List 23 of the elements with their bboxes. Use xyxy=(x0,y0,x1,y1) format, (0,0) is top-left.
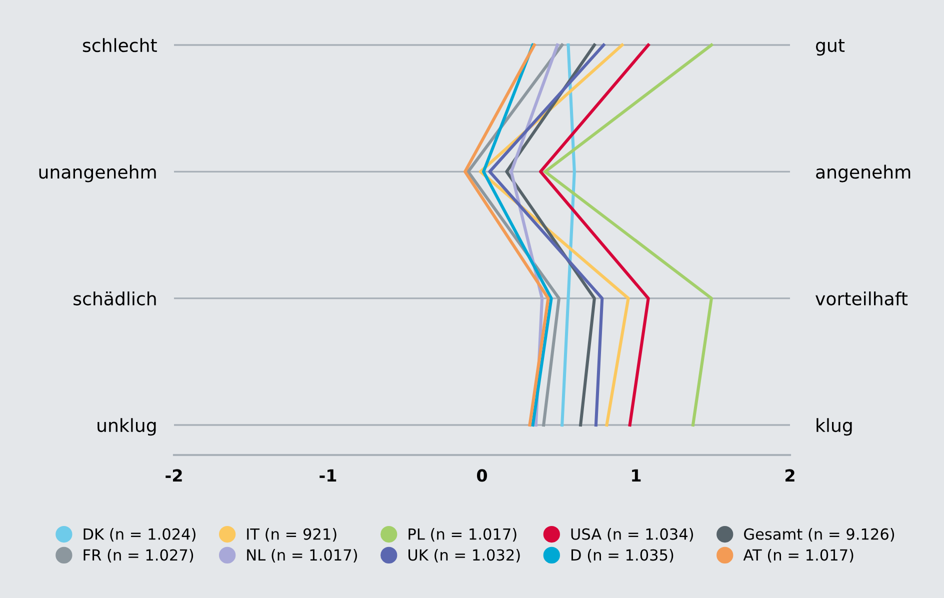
y-tick-label: schädlich xyxy=(74,291,156,306)
x-tick-label: -1 xyxy=(320,469,336,482)
y-tick-label: schlecht xyxy=(82,38,157,52)
legend-label: PL (n = 1.017) xyxy=(408,528,516,542)
legend-label: FR (n = 1.027) xyxy=(84,548,194,563)
y2-tick-label: gut xyxy=(816,39,845,56)
legend-label: IT (n = 921) xyxy=(247,528,336,542)
legend-label: UK (n = 1.032) xyxy=(408,548,520,563)
legend-label: Gesamt (n = 9.126) xyxy=(744,528,894,542)
legend-label: USA (n = 1.034) xyxy=(571,528,694,542)
legend-label: D (n = 1.035) xyxy=(571,548,674,563)
y2-tick-label: klug xyxy=(816,418,852,436)
x-tick-label: 0 xyxy=(477,469,487,482)
x-tick-label: -2 xyxy=(166,469,182,482)
legend-label: DK (n = 1.024) xyxy=(84,528,196,542)
y-tick-label: unklug xyxy=(98,418,156,436)
y2-tick-label: angenehm xyxy=(816,164,910,182)
legend-label: NL (n = 1.017) xyxy=(247,548,357,563)
y-tick-label: unangenehm xyxy=(39,164,156,182)
x-tick-label: 1 xyxy=(632,469,641,482)
x-tick-label: 2 xyxy=(786,469,794,482)
legend-label: AT (n = 1.017) xyxy=(743,548,854,563)
y2-tick-label: vorteilhaft xyxy=(816,291,908,306)
